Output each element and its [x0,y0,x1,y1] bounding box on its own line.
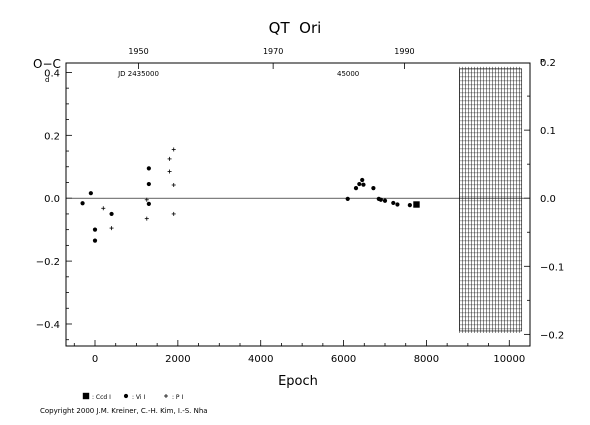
top-year-label: 1970 [263,47,283,56]
circle-data-point [146,166,151,171]
y-right-tick-label: 0.0 [540,194,556,205]
circle-data-point [353,186,359,191]
y-left-tick-label: 0.2 [44,131,60,142]
x-tick-label: 10000 [493,354,525,365]
y-axis-label-superscript: d [45,76,49,84]
legend: : Ccd I : Vi I : P I [82,392,183,401]
plus-data-point [171,147,176,152]
legend-plus-marker [164,394,168,398]
jd-annotations: JD 2435000 45000 [117,70,359,78]
plus-data-point [171,211,176,216]
x-tick-label: 0 [92,354,98,365]
circle-data-point [391,200,396,206]
y-axis-right: 0.2 0.1 0.0 −0.1 −0.2 [524,58,564,341]
x-tick-label: 6000 [331,354,356,365]
circle-data-point [146,201,151,206]
circle-data-point [371,186,376,191]
legend-label: : Ccd I [92,394,111,401]
top-year-label: 1950 [128,47,148,56]
circle-data-point [357,181,362,187]
circle-data-point [407,203,412,208]
y-axis-label-text: O−C [33,57,61,71]
y-right-tick-label: 0.1 [540,126,556,137]
circle-data-point [92,238,98,243]
jd-annotation: 45000 [337,70,359,78]
legend-circle-marker [123,393,129,399]
plus-data-point [109,226,114,231]
right-axis-unit-superscript: P [540,58,544,66]
circle-data-point [382,198,388,203]
top-year-label: 1990 [394,47,414,56]
circle-data-point [92,227,98,232]
x-axis: 0 2000 4000 6000 8000 10000 [73,340,531,365]
y-right-tick-label: −0.1 [540,262,564,273]
y-left-tick-label: 0.4 [44,68,60,79]
hatched-region [459,66,523,333]
square-data-point [413,201,420,208]
plus-data-point [167,169,172,174]
plus-data-point [144,197,149,202]
circle-data-point [80,201,85,206]
plus-data-point [167,156,172,161]
copyright-text: Copyright 2000 J.M. Kreiner, C.-H. Kim, … [40,407,208,415]
plot-frame [65,62,531,347]
y-left-tick-label: 0.0 [44,194,60,205]
circle-data-point [378,197,383,202]
data-points [80,147,420,243]
x-axis-label: Epoch [278,374,318,389]
circle-data-point [109,211,114,217]
y-axis-label: O−C d [33,57,61,84]
y-left-tick-label: −0.4 [36,320,60,331]
plus-data-point [144,216,149,221]
legend-label: : P I [172,394,183,401]
legend-square-marker [82,392,90,400]
chart-title: QT Ori [269,19,322,37]
plus-data-point [171,183,176,188]
circle-data-point [146,181,151,187]
y-axis-left: 0.4 0.2 0.0 −0.2 −0.4 [36,68,72,341]
jd-annotation: JD 2435000 [117,70,159,78]
circle-data-point [361,182,366,187]
hatched-region-frame [459,68,523,332]
circle-data-point [345,196,350,201]
legend-label: : Vi I [132,394,145,401]
x-tick-label: 8000 [414,354,439,365]
y-right-tick-label: 0.2 [540,58,556,69]
top-axis-years: 1950 1970 1990 [128,47,415,69]
x-tick-label: 4000 [248,354,273,365]
circle-data-point [395,202,400,207]
plus-data-point [101,206,106,211]
y-right-tick-label: −0.2 [540,330,564,341]
x-tick-label: 2000 [165,354,190,365]
circle-data-point [360,177,365,183]
y-left-tick-label: −0.2 [36,257,60,268]
circle-data-point [88,191,93,196]
